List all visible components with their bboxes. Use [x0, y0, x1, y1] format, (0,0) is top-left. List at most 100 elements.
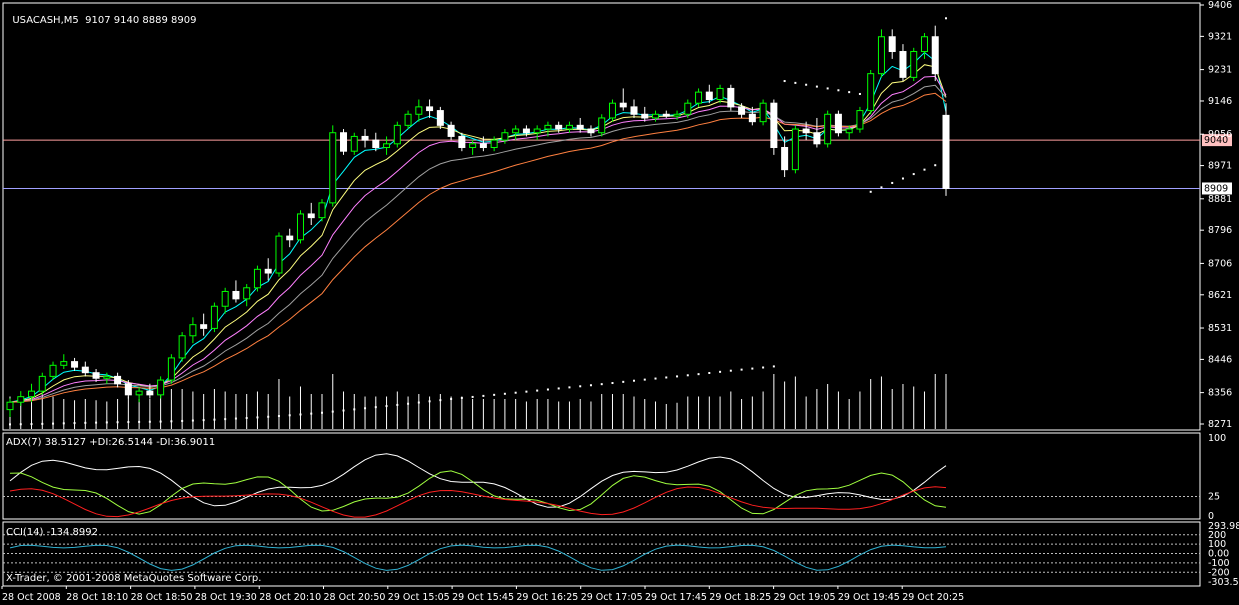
sar-dot: [428, 400, 431, 403]
time-axis: 28 Oct 2008 28 Oct 18:10 28 Oct 18:50 28 Oc…: [1, 586, 964, 603]
price-tick-label: 8531: [1208, 323, 1232, 334]
price-tick-label: 9406: [1208, 0, 1232, 11]
candle-body: [135, 390, 143, 396]
candle-body: [834, 113, 842, 134]
price-box-label: 8909: [1204, 183, 1228, 194]
sar-dot: [471, 395, 474, 398]
candle-body: [146, 390, 154, 396]
candle-body: [845, 128, 853, 134]
sar-dot: [557, 387, 560, 390]
candle-body: [38, 375, 46, 392]
time-tick-label: 29 Oct 17:05: [581, 592, 643, 603]
sar-dot: [762, 366, 765, 369]
sar-dot: [321, 411, 323, 414]
time-tick-label: 29 Oct 16:25: [516, 592, 578, 603]
horizontal-lines: 9040 8909: [3, 134, 1232, 195]
candle-body: [60, 361, 68, 366]
sar-dot: [181, 419, 184, 422]
time-tick-label: 29 Oct 19:45: [838, 592, 900, 603]
sar-dot: [127, 421, 130, 424]
candle-body: [221, 290, 229, 307]
sar-dot: [945, 17, 947, 20]
sar-dot: [740, 368, 743, 371]
sar-dot: [772, 365, 775, 368]
sar-dot: [460, 396, 463, 399]
candle-body: [791, 128, 799, 171]
sar-dot: [234, 417, 237, 420]
sar-dot: [213, 418, 216, 421]
sar-dot: [654, 377, 657, 380]
price-box: [1202, 182, 1232, 195]
time-tick-label: 28 Oct 2008: [2, 592, 61, 603]
candle-body: [318, 202, 326, 219]
candle-body: [178, 335, 186, 359]
price-box-label: 9040: [1204, 135, 1228, 146]
candle-body: [469, 143, 477, 148]
ohlc-label: 9107 9140 8889 8909: [85, 15, 197, 26]
candle-body: [275, 235, 283, 274]
candle-body: [512, 128, 520, 134]
candle-body: [189, 324, 197, 337]
sar-dot: [396, 403, 399, 406]
candle-body: [673, 113, 681, 117]
candle-body: [436, 110, 444, 126]
sar-dot: [729, 369, 732, 372]
sar-dot: [159, 420, 162, 423]
sar-dot: [310, 412, 313, 415]
time-tick-label: 29 Oct 18:25: [709, 592, 771, 603]
cci-tick-label: 293.985: [1208, 521, 1239, 532]
candle-body: [479, 143, 487, 148]
sar-dot: [869, 190, 872, 193]
candle-body: [329, 132, 337, 204]
sar-dot: [353, 408, 356, 411]
candle-body: [888, 36, 896, 53]
sar-dot: [30, 423, 33, 426]
sar-dot: [848, 91, 851, 94]
sar-dot: [62, 422, 65, 425]
sar-dot: [407, 402, 410, 405]
copyright-label: X-Trader, © 2001-2008 MetaQuotes Softwar…: [6, 573, 262, 584]
price-tick-label: 8706: [1208, 258, 1232, 269]
candle-body: [942, 114, 950, 189]
cci-tick-label: 0.00: [1208, 549, 1229, 560]
candle-body: [393, 124, 401, 145]
sar-dot: [450, 398, 453, 401]
candle-body: [157, 379, 165, 396]
candle-body: [501, 132, 509, 141]
candle-body: [652, 113, 660, 119]
time-tick-label: 28 Oct 19:30: [195, 592, 257, 603]
adx-line: [9, 453, 947, 508]
sar-dot: [611, 382, 614, 385]
candle-body: [662, 113, 670, 117]
sar-dot: [245, 417, 248, 420]
sar-dot: [256, 416, 259, 419]
sar-dot: [676, 375, 679, 378]
candle-body: [641, 113, 649, 119]
sar-dot: [697, 373, 700, 376]
parabolic-sar-dots: [9, 17, 947, 426]
candle-body: [813, 132, 821, 145]
candle-body: [738, 106, 746, 115]
time-tick-label: 29 Oct 15:45: [452, 592, 514, 603]
price-tick-label: 8356: [1208, 388, 1232, 399]
candle-body: [167, 357, 175, 381]
candle-body: [286, 235, 294, 241]
candle-body: [727, 87, 735, 108]
cci-panel: 293.9852001000.00-100-200-303.591: [3, 521, 1239, 588]
sar-dot: [719, 370, 722, 373]
candle-body: [630, 106, 638, 115]
candle-body: [6, 401, 14, 411]
candle-body: [490, 139, 498, 148]
sar-dot: [633, 379, 635, 382]
sar-dot: [342, 409, 345, 412]
candle-body: [264, 268, 272, 274]
sar-dot: [934, 164, 937, 167]
sar-dot: [783, 80, 786, 83]
candle-body: [910, 51, 918, 78]
sar-dot: [568, 386, 571, 389]
candle-body: [253, 268, 261, 289]
symbol-label: USACASH,M5: [12, 15, 79, 26]
candle-body: [296, 213, 304, 241]
sar-dot: [439, 399, 442, 402]
sar-dot: [525, 390, 528, 393]
